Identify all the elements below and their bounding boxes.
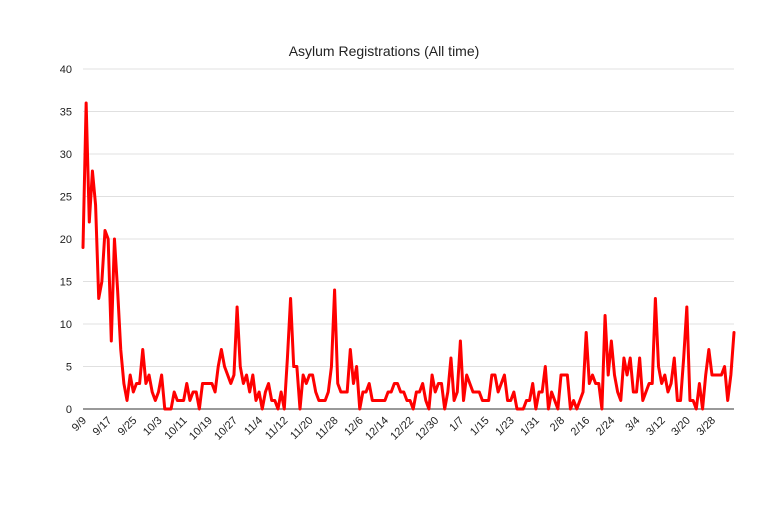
- y-tick-label: 30: [60, 149, 72, 161]
- x-tick-label: 1/15: [468, 415, 492, 439]
- x-tick-label: 11/12: [263, 415, 290, 442]
- y-tick-label: 25: [60, 192, 72, 204]
- x-tick-label: 2/24: [594, 415, 618, 439]
- x-tick-label: 11/28: [313, 415, 340, 442]
- y-tick-label: 20: [60, 234, 72, 246]
- x-tick-label: 9/9: [70, 415, 89, 434]
- x-tick-label: 9/17: [91, 415, 115, 439]
- y-tick-label: 40: [60, 64, 72, 76]
- x-tick-label: 11/20: [288, 415, 315, 442]
- y-tick-label: 35: [60, 107, 72, 119]
- x-tick-label: 10/27: [212, 415, 240, 443]
- x-tick-label: 10/11: [162, 415, 189, 442]
- x-tick-label: 1/7: [447, 415, 466, 434]
- x-tick-label: 2/16: [569, 415, 593, 439]
- x-tick-label: 3/4: [623, 415, 642, 434]
- x-tick-label: 9/25: [116, 415, 140, 439]
- chart-title: Asylum Registrations (All time): [289, 43, 480, 59]
- x-tick-label: 1/31: [518, 415, 542, 439]
- series-line: [81, 101, 736, 411]
- x-tick-label: 12/30: [413, 415, 441, 443]
- x-tick-label: 3/28: [694, 415, 718, 439]
- x-tick-label: 10/19: [187, 415, 215, 443]
- y-tick-label: 5: [66, 362, 72, 374]
- x-tick-label: 3/12: [644, 415, 668, 439]
- x-tick-label: 11/4: [242, 415, 265, 438]
- x-tick-label: 3/20: [669, 415, 693, 439]
- x-tick-label: 12/22: [388, 415, 416, 443]
- y-tick-label: 15: [60, 277, 72, 289]
- x-tick-label: 12/14: [363, 415, 391, 443]
- grid-lines: [83, 68, 734, 367]
- x-tick-label: 1/23: [493, 415, 517, 439]
- x-tick-label: 2/8: [548, 415, 567, 434]
- x-tick-label: 10/3: [141, 415, 165, 439]
- y-axis-ticks: 0 5 10 15 20 25 30 35 40: [60, 64, 72, 416]
- y-tick-label: 10: [60, 319, 72, 331]
- y-tick-label: 0: [66, 404, 72, 416]
- series-layer: [81, 101, 736, 411]
